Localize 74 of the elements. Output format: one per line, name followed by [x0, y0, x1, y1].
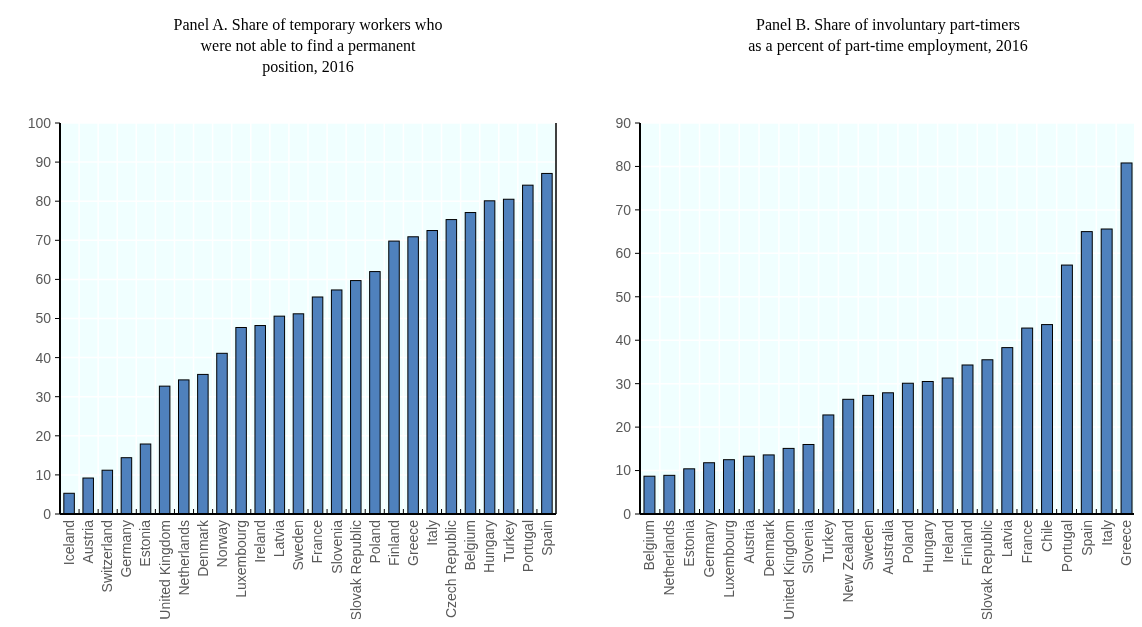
x-tick-label: Austria [80, 519, 97, 564]
x-tick-label: France [309, 519, 326, 564]
x-tick-label: Germany [118, 520, 135, 578]
x-tick-label: Finland [385, 520, 402, 566]
x-tick-label: Belgium [641, 520, 658, 571]
x-tick-label: Austria [740, 519, 757, 564]
chart-title: Panel B. Share of involuntary part-timers as a percent of part-time employment, 2016 [748, 16, 1028, 55]
x-tick-label: Turkey [820, 520, 837, 563]
x-tick-label: United Kingdom [156, 520, 173, 620]
x-tick-label: Australia [879, 519, 896, 575]
x-tick-label: France [1019, 519, 1036, 564]
y-tick-label: 90 [615, 114, 632, 131]
x-tick-label: Greece [1118, 519, 1135, 566]
x-tick-label: Ireland [939, 520, 956, 563]
x-tick-label: Finland [959, 520, 976, 566]
x-tick-label: Slovak Republic [979, 520, 996, 621]
y-tick-label: 50 [35, 310, 52, 327]
x-tick-label: Slovenia [328, 519, 345, 574]
x-tick-label: Belgium [462, 520, 479, 571]
y-tick-label: 60 [615, 245, 632, 262]
x-tick-label: Denmark [760, 519, 777, 577]
x-tick-label: Portugal [1058, 520, 1075, 573]
y-tick-label: 50 [615, 288, 632, 305]
x-tick-label: Luxembourg [233, 520, 249, 598]
y-tick-label: 80 [35, 193, 52, 210]
x-tick-label: Ireland [252, 520, 269, 563]
y-tick-label: 20 [615, 419, 632, 436]
x-tick-label: Slovenia [800, 519, 817, 574]
x-tick-label: Portugal [519, 520, 536, 573]
x-tick-label: Turkey [500, 520, 517, 563]
y-tick-label: 70 [615, 201, 632, 218]
x-tick-label: Norway [213, 520, 230, 568]
x-tick-label: Iceland [60, 520, 77, 566]
x-tick-label: Hungary [481, 520, 498, 573]
x-tick-label: Spain [538, 520, 555, 556]
y-tick-label: 20 [35, 427, 52, 444]
chart-title: Panel A. Share of temporary workers who were not able to find a permanent position, 2016 [173, 16, 443, 76]
x-tick-label: Latvia [999, 519, 1016, 558]
x-tick-label: Greece [405, 519, 422, 566]
x-tick-label: Italy [1098, 520, 1115, 546]
x-tick-label: Latvia [271, 519, 288, 558]
y-tick-label: 80 [615, 158, 632, 175]
y-tick-label: 0 [623, 505, 632, 522]
x-tick-label: Slovak Republic [347, 520, 364, 621]
x-tick-label: Spain [1078, 520, 1095, 556]
x-tick-label: Italy [424, 520, 441, 546]
x-tick-label: Poland [366, 520, 383, 564]
x-tick-label: Poland [899, 520, 916, 564]
x-tick-label: Netherlands [175, 520, 192, 596]
x-tick-label: Switzerland [99, 520, 116, 593]
y-tick-label: 10 [615, 462, 632, 479]
x-tick-label: New Zealand [840, 520, 857, 603]
y-tick-label: 60 [35, 271, 52, 288]
y-tick-label: 90 [35, 154, 52, 170]
x-tick-label: Chile [1038, 519, 1055, 552]
x-tick-label: Hungary [919, 520, 936, 573]
y-tick-label: 40 [35, 349, 52, 366]
x-tick-label: Germany [700, 520, 717, 578]
x-tick-label: Luxembourg [720, 520, 737, 598]
x-tick-label: Denmark [194, 519, 211, 577]
x-tick-label: Sweden [290, 520, 307, 571]
x-tick-label: Netherlands [661, 520, 678, 596]
x-tick-label: Czech Republic [443, 520, 460, 619]
x-tick-label: United Kingdom [780, 520, 797, 620]
y-tick-label: 40 [615, 332, 632, 349]
x-tick-label: Estonia [681, 519, 698, 567]
x-tick-label: Estonia [137, 519, 154, 567]
y-tick-label: 0 [43, 505, 52, 522]
y-tick-label: 30 [35, 388, 52, 405]
y-tick-label: 100 [27, 114, 52, 131]
y-tick-label: 10 [35, 466, 52, 483]
x-tick-label: Sweden [860, 520, 877, 571]
y-tick-label: 70 [35, 232, 52, 249]
y-tick-label: 30 [615, 375, 632, 392]
